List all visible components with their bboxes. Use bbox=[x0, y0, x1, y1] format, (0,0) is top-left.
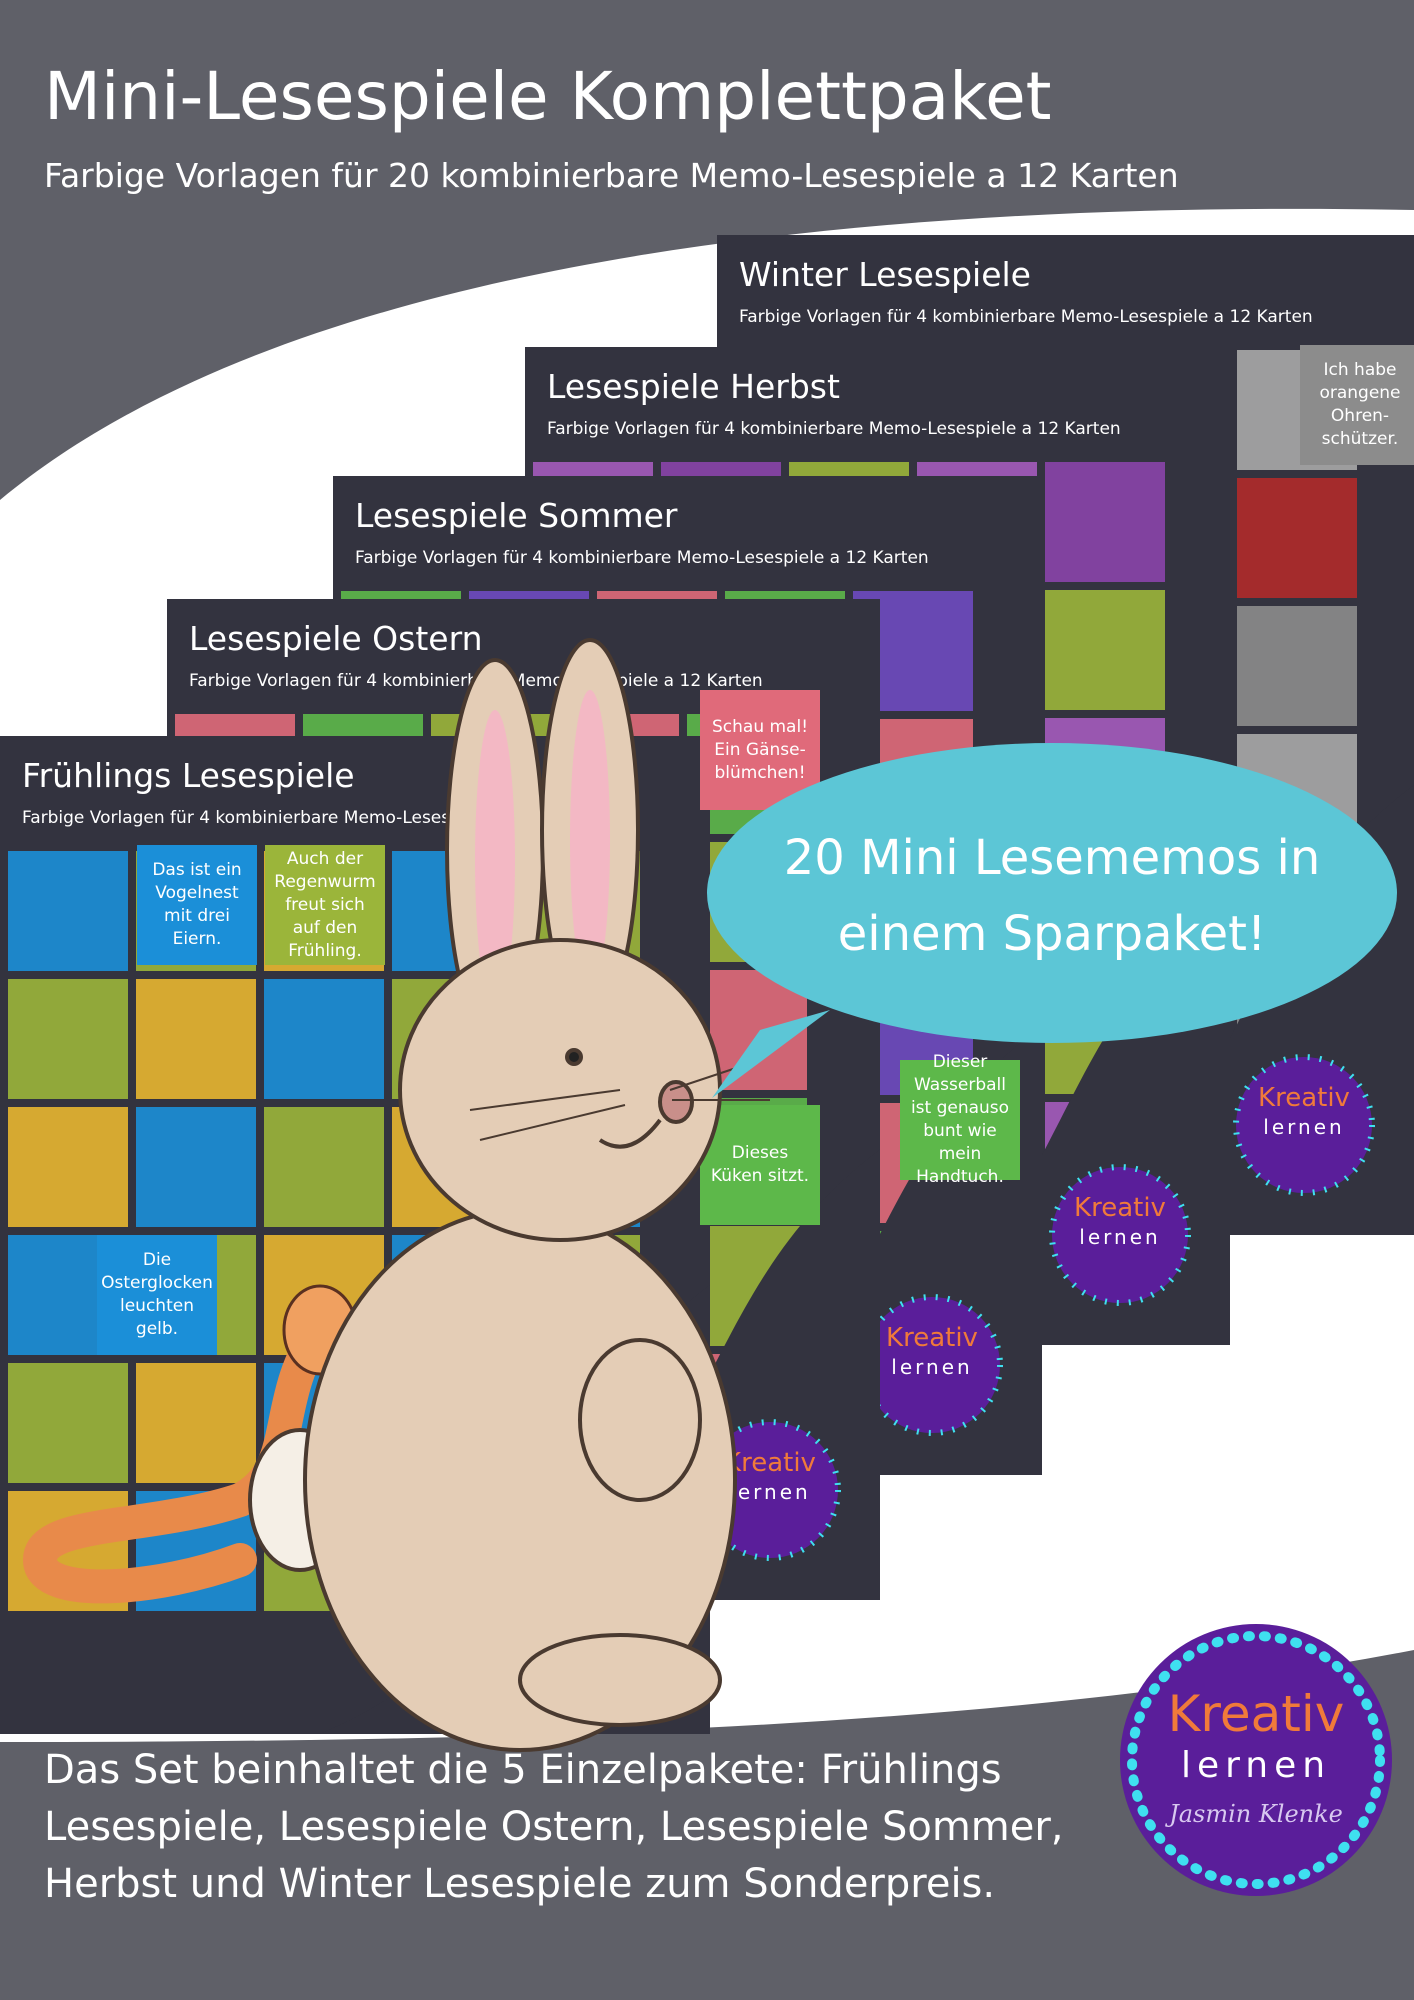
page-title: Mini-Lesespiele Komplettpaket bbox=[44, 58, 1052, 135]
card-cell bbox=[1045, 590, 1165, 710]
cover-title: Lesespiele Sommer bbox=[355, 496, 678, 535]
cover-logo bbox=[1049, 1164, 1191, 1306]
speech-bubble bbox=[707, 743, 1397, 1098]
footer-text: Das Set beinhaltet die 5 Einzelpakete: F… bbox=[44, 1747, 1064, 1907]
cover-logo bbox=[1233, 1054, 1375, 1196]
cover-logo-text: lernen bbox=[1079, 1225, 1161, 1249]
cover-title: Winter Lesespiele bbox=[739, 255, 1031, 294]
card-cell bbox=[1045, 462, 1165, 582]
logo-signature: Jasmin Klenke bbox=[1169, 1800, 1343, 1828]
card-text: Dieses Küken sitzt. bbox=[700, 1105, 820, 1225]
cover-title: Lesespiele Ostern bbox=[189, 619, 483, 658]
card-text: Schau mal! Ein Gänse-blümchen! bbox=[700, 690, 820, 810]
cover-subtitle: Farbige Vorlagen für 4 kombinierbare Mem… bbox=[739, 307, 1313, 327]
bunny bbox=[248, 638, 770, 1752]
card-cell bbox=[136, 1363, 256, 1483]
card-text: Auch der Regenwurm freut sich auf den Fr… bbox=[265, 845, 385, 965]
card-cell bbox=[8, 979, 128, 1099]
card-cell bbox=[1237, 478, 1357, 598]
bubble-text: 20 Mini Lesememos in einem Sparpaket! bbox=[783, 830, 1321, 962]
logo-line2: lernen bbox=[1180, 1745, 1332, 1786]
page-subtitle: Farbige Vorlagen für 20 kombinierbare Me… bbox=[44, 156, 1179, 195]
cover-logo bbox=[861, 1294, 1003, 1436]
cover-logo-text: lernen bbox=[729, 1480, 811, 1504]
card-cell bbox=[264, 979, 384, 1099]
cover-logo-text: Kreativ bbox=[1074, 1193, 1166, 1223]
cover-subtitle: Farbige Vorlagen für 4 kombinierbare Mem… bbox=[355, 548, 929, 568]
card-cell bbox=[1237, 606, 1357, 726]
card-text: Die Osterglocken leuchten gelb. bbox=[97, 1235, 217, 1355]
logo-line1: Kreativ bbox=[1167, 1685, 1345, 1743]
cover-subtitle: Farbige Vorlagen für 4 kombinierbare Mem… bbox=[547, 419, 1121, 439]
cover-logo-text: Kreativ bbox=[724, 1448, 816, 1478]
card-text: Dieser Wasserball ist genauso bunt wie m… bbox=[900, 1052, 1020, 1187]
cover-logo-text: lernen bbox=[1263, 1115, 1345, 1139]
card-text: Das ist ein Vogelnest mit drei Eiern. bbox=[137, 845, 257, 965]
card-cell bbox=[136, 1107, 256, 1227]
card-cell bbox=[8, 851, 128, 971]
cover-logo-text: Kreativ bbox=[886, 1323, 978, 1353]
cover-logo-text: Kreativ bbox=[1258, 1083, 1350, 1113]
cover-title: Lesespiele Herbst bbox=[547, 367, 840, 406]
card-cell bbox=[136, 979, 256, 1099]
logo bbox=[1120, 1624, 1392, 1896]
card-text: Ich habe orangene Ohren-schützer. bbox=[1300, 345, 1414, 465]
card-cell bbox=[264, 1107, 384, 1227]
card-cell bbox=[8, 1107, 128, 1227]
cover-title: Frühlings Lesespiele bbox=[22, 756, 355, 795]
cover-logo-text: lernen bbox=[891, 1355, 973, 1379]
card-cell bbox=[8, 1363, 128, 1483]
